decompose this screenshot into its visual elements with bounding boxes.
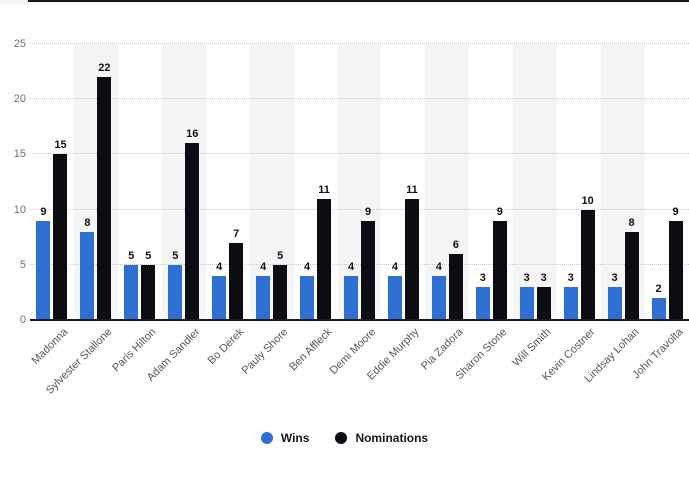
nominations-bar[interactable] — [141, 264, 156, 320]
wins-value-label: 9 — [40, 205, 47, 218]
wins-bar[interactable] — [168, 264, 183, 320]
nominations-value-label: 22 — [98, 62, 111, 75]
legend-item-nominations[interactable]: Nominations — [335, 431, 428, 445]
nominations-bar[interactable] — [536, 286, 551, 320]
nominations-bar[interactable] — [624, 231, 639, 320]
wins-value-label: 4 — [216, 260, 223, 273]
nominations-bar[interactable] — [97, 77, 112, 320]
nominations-bar[interactable] — [448, 253, 463, 320]
wins-bar[interactable] — [124, 264, 139, 320]
nominations-bar[interactable] — [229, 242, 244, 320]
column-band — [513, 44, 558, 320]
wins-value-label: 4 — [260, 260, 267, 273]
y-axis-tick-label: 15 — [13, 148, 26, 161]
nominations-value-label: 15 — [54, 139, 67, 152]
nominations-bar[interactable] — [361, 220, 375, 320]
nominations-value-label: 6 — [452, 238, 459, 251]
nominations-value-label: 3 — [540, 271, 547, 284]
legend-label: Wins — [280, 431, 310, 445]
wins-bar[interactable] — [431, 275, 446, 320]
x-axis-line — [30, 319, 689, 321]
nominations-value-label: 11 — [406, 183, 418, 196]
y-gridline — [30, 153, 689, 155]
wins-bar[interactable] — [36, 220, 51, 320]
y-gridline — [30, 98, 689, 100]
legend-label: Nominations — [355, 431, 429, 445]
nominations-value-label: 9 — [672, 205, 679, 218]
top-strip — [0, 0, 689, 4]
nominations-value-label: 11 — [318, 183, 330, 196]
y-gridline — [30, 208, 689, 210]
y-axis-tick-label: 5 — [19, 258, 26, 271]
legend-dot-icon — [335, 432, 348, 444]
wins-bar[interactable] — [475, 286, 490, 320]
wins-value-label: 4 — [391, 260, 398, 273]
nominations-value-label: 5 — [145, 249, 152, 262]
nominations-bar[interactable] — [273, 264, 288, 320]
nominations-bar[interactable] — [668, 220, 683, 320]
nominations-value-label: 9 — [496, 205, 503, 218]
y-axis-tick-label: 25 — [13, 38, 26, 50]
y-gridline — [30, 43, 689, 44]
y-gridline — [30, 263, 689, 265]
nominations-value-label: 16 — [186, 128, 199, 141]
wins-value-label: 2 — [655, 282, 662, 295]
wins-value-label: 8 — [84, 216, 91, 229]
wins-bar[interactable] — [212, 275, 227, 320]
wins-bar[interactable] — [607, 286, 622, 320]
y-axis-tick-label: 10 — [13, 203, 26, 216]
y-axis-tick-label: 20 — [13, 93, 26, 106]
wins-bar[interactable] — [387, 275, 402, 320]
nominations-bar[interactable] — [185, 143, 200, 320]
wins-value-label: 3 — [611, 271, 618, 284]
wins-bar[interactable] — [651, 297, 666, 320]
nominations-bar[interactable] — [492, 220, 507, 320]
nominations-bar[interactable] — [53, 154, 68, 320]
wins-value-label: 5 — [172, 249, 179, 262]
chart-legend: Wins Nominations — [0, 428, 689, 448]
nominations-bar[interactable] — [404, 198, 419, 320]
nominations-bar[interactable] — [317, 198, 332, 320]
wins-value-label: 4 — [304, 260, 311, 273]
nominations-bar[interactable] — [580, 209, 595, 320]
wins-value-label: 4 — [347, 260, 355, 273]
legend-item-wins[interactable]: Wins — [260, 431, 310, 445]
nominations-value-label: 8 — [628, 216, 635, 229]
top-border-line — [28, 0, 689, 2]
legend-dot-icon — [260, 432, 273, 444]
wins-bar[interactable] — [563, 286, 578, 320]
nominations-value-label: 10 — [581, 194, 594, 207]
wins-value-label: 3 — [479, 271, 486, 284]
nominations-value-label: 7 — [233, 227, 240, 240]
wins-bar[interactable] — [80, 231, 95, 320]
nominations-value-label: 9 — [364, 205, 372, 218]
wins-value-label: 5 — [128, 249, 135, 262]
wins-value-label: 3 — [523, 271, 530, 284]
nominations-value-label: 5 — [277, 249, 284, 262]
wins-bar[interactable] — [256, 275, 271, 320]
wins-value-label: 3 — [567, 271, 574, 284]
wins-bar[interactable] — [300, 275, 315, 320]
wins-bar[interactable] — [519, 286, 534, 320]
wins-value-label: 4 — [435, 260, 442, 273]
wins-bar[interactable] — [344, 275, 358, 320]
y-axis-tick-label: 0 — [19, 314, 26, 326]
